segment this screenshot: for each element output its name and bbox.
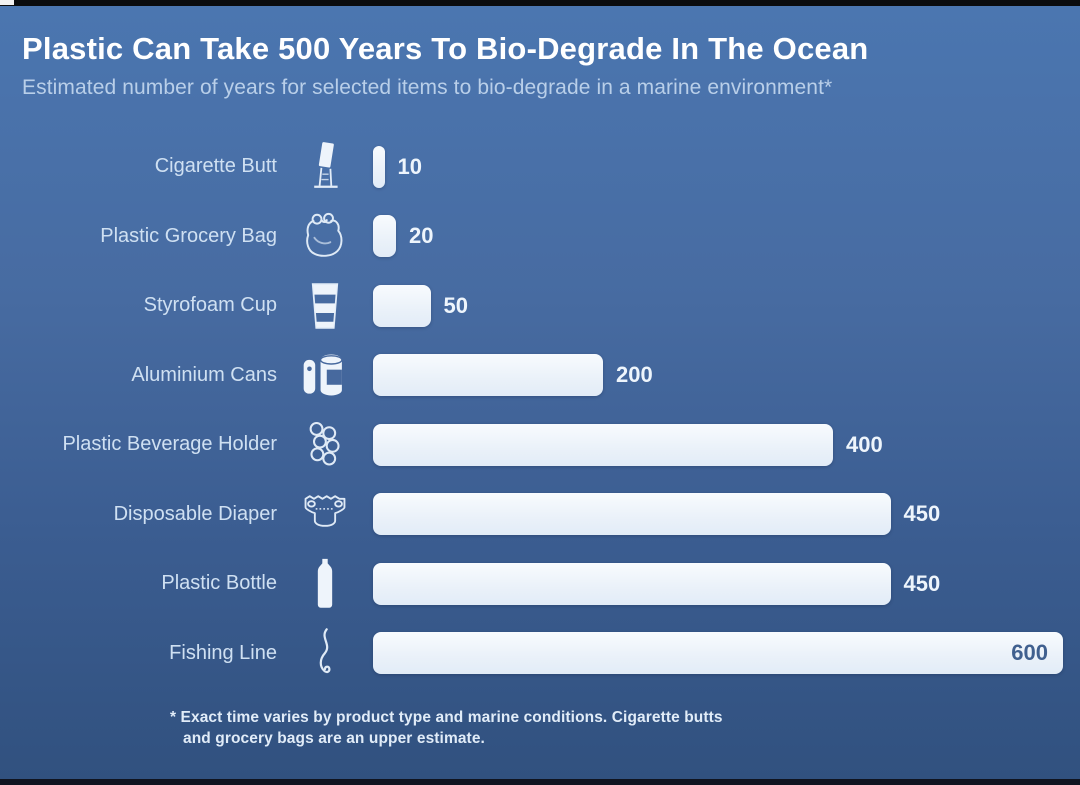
value-label: 400 [846,431,883,457]
fishing-line-icon [277,626,373,680]
category-label: Aluminium Cans [131,363,277,386]
value-label: 200 [616,362,653,388]
footnote-line-1: * Exact time varies by product type and … [170,709,723,726]
chart-row: Fishing Line 600 [0,619,1080,689]
bar [373,284,431,327]
cigarette-butt-icon [277,140,373,194]
footnote-line-2: and grocery bags are an upper estimate. [183,730,485,747]
chart-row: Cigarette Butt 10 [0,132,1080,202]
category-label: Plastic Bottle [161,572,277,595]
chart-row: Plastic Beverage Holder 400 [0,410,1080,480]
top-left-artifact [0,0,14,5]
chart-row: Disposable Diaper 450 [0,480,1080,550]
bar [373,145,385,188]
video-bottom-letterbox [0,779,1080,785]
bar [373,493,891,536]
category-label: Disposable Diaper [113,502,277,525]
bar [373,423,833,466]
chart-row: Plastic Grocery Bag 20 [0,202,1080,272]
plastic-bottle-icon [277,558,373,610]
diaper-icon [277,492,373,536]
chart-row: Plastic Bottle 450 [0,549,1080,619]
value-label: 450 [903,570,941,596]
category-label: Plastic Grocery Bag [100,224,277,247]
value-label: 10 [397,153,422,179]
value-label-inside: 600 [1011,640,1048,666]
value-label: 20 [409,223,434,249]
styrofoam-cup-icon [277,280,373,332]
bar [373,354,603,397]
value-label: 50 [443,292,468,318]
chart-row: Styrofoam Cup 50 [0,271,1080,341]
bar [373,215,396,258]
bar [373,562,891,605]
chart-row: Aluminium Cans 200 [0,341,1080,411]
chart-title: Plastic Can Take 500 Years To Bio-Degrad… [22,31,869,66]
chart-footnote: * Exact time varies by product type and … [170,707,723,749]
category-label: Cigarette Butt [154,155,277,178]
value-label: 450 [903,501,941,527]
category-label: Styrofoam Cup [143,294,277,317]
grocery-bag-icon [277,211,373,261]
infographic-frame: Plastic Can Take 500 Years To Bio-Degrad… [0,6,1080,779]
bar-chart: Cigarette Butt 10 Plastic Grocery Bag 20… [0,132,1080,688]
beverage-holder-icon [277,419,373,471]
chart-subtitle: Estimated number of years for selected i… [22,75,833,99]
category-label: Fishing Line [169,641,277,664]
video-top-letterbox [0,0,1080,6]
chart-header: Plastic Can Take 500 Years To Bio-Degrad… [0,6,1080,100]
bar: 600 [373,632,1063,675]
category-label: Plastic Beverage Holder [62,433,277,456]
aluminium-cans-icon [277,349,373,401]
